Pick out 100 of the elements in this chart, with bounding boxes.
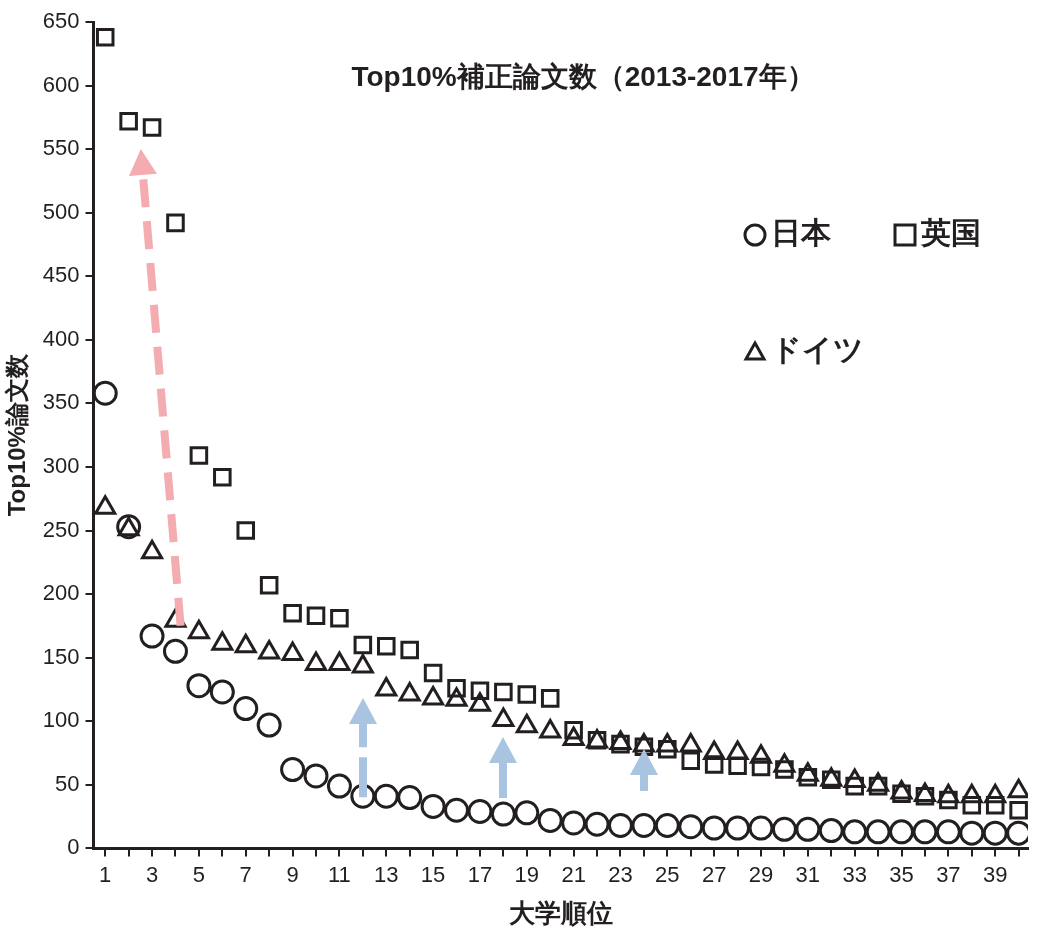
point xyxy=(189,446,209,465)
point xyxy=(915,787,935,806)
point xyxy=(259,575,279,595)
point xyxy=(728,756,747,776)
point xyxy=(795,816,821,842)
point xyxy=(280,757,306,783)
point xyxy=(982,820,1008,846)
x-tick-label: 13 xyxy=(374,861,399,887)
point xyxy=(889,819,915,845)
point xyxy=(353,635,373,655)
point xyxy=(494,682,513,702)
point xyxy=(935,819,961,845)
y-axis-title: Top10%論文数 xyxy=(3,353,31,517)
y-tick-label: 450 xyxy=(42,262,80,288)
legend-label: 英国 xyxy=(920,216,981,250)
point xyxy=(119,111,138,131)
x-tick-label: 11 xyxy=(328,861,351,887)
point xyxy=(142,118,162,137)
point xyxy=(771,816,797,842)
legend-label: 日本 xyxy=(771,216,832,250)
x-tick-label: 33 xyxy=(842,861,867,887)
point xyxy=(213,467,232,487)
point xyxy=(962,795,982,815)
x-tick-label: 17 xyxy=(467,861,493,887)
point xyxy=(1009,800,1028,820)
point xyxy=(326,773,352,799)
point xyxy=(725,815,751,841)
x-tick-label: 5 xyxy=(192,861,206,887)
point xyxy=(400,640,419,660)
point xyxy=(166,213,185,233)
x-tick-label: 3 xyxy=(145,861,159,887)
x-tick-label: 1 xyxy=(99,861,112,887)
point xyxy=(818,818,844,844)
point xyxy=(701,815,727,841)
point xyxy=(842,819,868,845)
point xyxy=(162,638,188,664)
point xyxy=(985,795,1005,815)
x-tick-label: 37 xyxy=(936,861,961,887)
y-tick-label: 150 xyxy=(42,643,80,669)
x-tick-label: 27 xyxy=(701,861,727,887)
legend-label: ドイツ xyxy=(771,333,864,367)
y-tick-label: 500 xyxy=(42,198,80,224)
point xyxy=(751,757,771,777)
point xyxy=(236,521,256,540)
x-tick-label: 21 xyxy=(561,861,586,887)
point xyxy=(139,623,165,649)
point xyxy=(631,813,657,839)
point xyxy=(514,800,540,826)
x-tick-label: 19 xyxy=(514,861,540,887)
y-tick-label: 50 xyxy=(55,770,80,796)
point xyxy=(233,696,259,722)
point xyxy=(283,603,302,623)
point xyxy=(467,799,493,825)
point xyxy=(681,751,701,770)
point xyxy=(444,797,470,823)
x-tick-label: 23 xyxy=(608,861,633,887)
y-tick-label: 300 xyxy=(42,453,80,479)
point xyxy=(537,807,563,833)
point xyxy=(95,27,115,47)
point xyxy=(256,712,282,738)
y-tick-label: 350 xyxy=(42,389,80,415)
point xyxy=(912,819,938,845)
point xyxy=(397,785,423,811)
point xyxy=(748,815,774,841)
point xyxy=(607,813,633,839)
point xyxy=(490,801,516,827)
point xyxy=(517,685,537,704)
point xyxy=(93,380,118,406)
x-tick-label: 15 xyxy=(420,861,446,887)
point xyxy=(330,609,349,628)
point xyxy=(654,813,680,839)
x-tick-label: 29 xyxy=(748,861,774,887)
x-tick-label: 25 xyxy=(655,861,680,887)
y-tick-label: 200 xyxy=(42,580,80,606)
x-axis-title: 大学順位 xyxy=(508,897,613,928)
point xyxy=(540,689,560,708)
point xyxy=(303,763,329,789)
point xyxy=(373,783,399,809)
point xyxy=(306,606,326,626)
y-tick-label: 0 xyxy=(67,834,80,860)
y-tick-label: 600 xyxy=(42,71,80,97)
x-tick-label: 9 xyxy=(286,861,299,887)
point xyxy=(376,636,396,656)
x-tick-label: 35 xyxy=(889,861,914,887)
point xyxy=(186,673,212,699)
y-tick-label: 400 xyxy=(42,325,80,351)
y-tick-label: 650 xyxy=(42,8,80,34)
text: Top10%補正論文数（2013-2017年） xyxy=(351,60,815,92)
y-tick-label: 550 xyxy=(42,135,80,161)
point xyxy=(209,679,235,705)
point xyxy=(704,755,724,774)
point xyxy=(561,810,587,836)
point xyxy=(423,663,443,683)
point xyxy=(959,820,985,846)
point xyxy=(470,681,490,701)
point xyxy=(865,819,891,845)
point xyxy=(420,793,446,819)
y-tick-label: 250 xyxy=(42,516,80,542)
x-tick-label: 39 xyxy=(982,861,1008,887)
x-tick-label: 7 xyxy=(239,861,252,887)
